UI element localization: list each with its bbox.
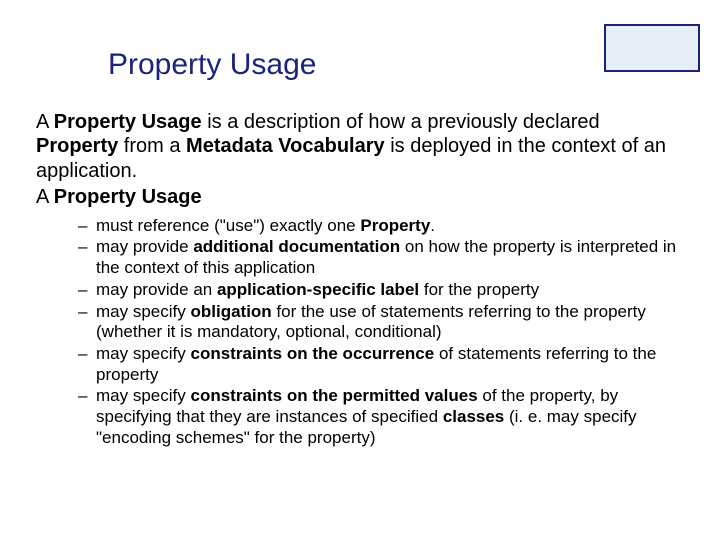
- text: may specify: [96, 302, 190, 321]
- list-item: may provide additional documentation on …: [78, 237, 680, 278]
- bullet-list: must reference ("use") exactly one Prope…: [36, 216, 680, 449]
- list-item: may specify constraints on the permitted…: [78, 386, 680, 448]
- text: may specify: [96, 344, 190, 363]
- list-item: may provide an application-specific labe…: [78, 280, 680, 301]
- text: from a: [118, 135, 186, 157]
- bold-term: classes: [443, 407, 504, 426]
- bold-term: application-specific label: [217, 280, 419, 299]
- text: is a description of how a previously dec…: [202, 111, 600, 133]
- body-content: A Property Usage is a description of how…: [36, 110, 680, 450]
- list-item: may specify obligation for the use of st…: [78, 302, 680, 343]
- slide-title: Property Usage: [108, 48, 316, 82]
- bold-term: Property: [360, 216, 430, 235]
- text: A: [36, 186, 54, 208]
- bold-term: Property Usage: [54, 186, 202, 208]
- text: may provide an: [96, 280, 217, 299]
- bold-term: obligation: [190, 302, 271, 321]
- intro-paragraph-1: A Property Usage is a description of how…: [36, 110, 680, 183]
- list-item: must reference ("use") exactly one Prope…: [78, 216, 680, 237]
- list-item: may specify constraints on the occurrenc…: [78, 344, 680, 385]
- bold-term: Property: [36, 135, 118, 157]
- bold-term: constraints on the occurrence: [190, 344, 434, 363]
- bold-term: Property Usage: [54, 111, 202, 133]
- text: .: [430, 216, 435, 235]
- text: A: [36, 111, 54, 133]
- bold-term: additional documentation: [193, 237, 400, 256]
- intro-paragraph-2: A Property Usage: [36, 185, 680, 209]
- text: for the property: [419, 280, 539, 299]
- text: must reference ("use") exactly one: [96, 216, 360, 235]
- bold-term: constraints on the permitted values: [190, 386, 477, 405]
- bold-term: Metadata Vocabulary: [186, 135, 385, 157]
- text: may specify: [96, 386, 190, 405]
- corner-logo-box: [604, 24, 700, 72]
- text: may provide: [96, 237, 193, 256]
